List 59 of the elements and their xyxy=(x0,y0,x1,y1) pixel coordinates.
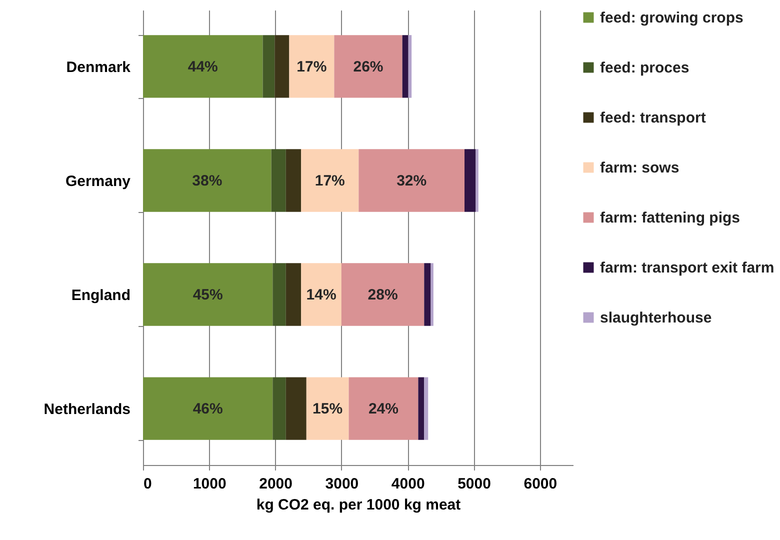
annotation: 32% xyxy=(396,172,427,190)
bar xyxy=(272,377,286,440)
legend-label: feed: growing crops xyxy=(600,10,744,26)
bar xyxy=(306,377,349,440)
annotation: 28% xyxy=(368,286,398,304)
x-tick-label: 2000 xyxy=(259,476,292,492)
bar xyxy=(424,263,431,326)
y-tick-label: Netherlands xyxy=(44,401,130,418)
bar xyxy=(143,263,273,326)
x-tick-label: 0 xyxy=(144,476,152,492)
bar xyxy=(464,149,476,212)
legend-label: farm: fattening pigs xyxy=(600,210,740,226)
bar xyxy=(301,149,359,212)
x-tick-label: 3000 xyxy=(325,476,359,492)
bar xyxy=(272,263,286,326)
bar xyxy=(262,35,275,98)
annotation: 45% xyxy=(192,286,223,304)
legend-label: farm: sows xyxy=(600,160,680,176)
y-tick-label: Germany xyxy=(65,172,132,190)
bar xyxy=(143,35,263,98)
legend-label: slaughterhouse xyxy=(600,310,712,326)
x-axis-title: kg CO2 eq. per 1000 kg meat xyxy=(256,496,461,514)
annotation: 17% xyxy=(296,58,327,76)
bar xyxy=(143,149,272,212)
bar xyxy=(286,377,306,440)
bar xyxy=(476,149,478,212)
legend-label: farm: transport exit farm xyxy=(600,260,774,276)
legend-label: feed: proces xyxy=(600,60,690,76)
x-tick-label: 6000 xyxy=(524,476,558,492)
x-tick-label: 1000 xyxy=(192,476,226,492)
bar xyxy=(424,377,428,440)
legend-label: feed: transport xyxy=(600,110,706,126)
bar xyxy=(274,35,290,98)
annotation: 38% xyxy=(192,172,222,190)
bar xyxy=(143,377,273,440)
bar xyxy=(334,35,402,98)
bar xyxy=(358,149,465,212)
annotation: 17% xyxy=(314,172,345,190)
annotation: 26% xyxy=(353,58,384,76)
bar xyxy=(348,377,418,440)
annotation: 46% xyxy=(192,400,223,418)
bar xyxy=(286,263,302,326)
y-tick-label: Denmark xyxy=(66,58,132,76)
x-tick-label: 5000 xyxy=(458,476,491,492)
bar xyxy=(418,377,424,440)
bar xyxy=(430,263,434,326)
annotation: 14% xyxy=(306,286,336,304)
bar xyxy=(341,263,424,326)
bar xyxy=(271,149,286,212)
bar xyxy=(408,35,412,98)
annotation: 15% xyxy=(312,400,343,418)
annotation: 24% xyxy=(368,400,398,418)
bar xyxy=(301,263,342,326)
bar xyxy=(289,35,334,98)
bar xyxy=(286,149,302,212)
x-tick-label: 4000 xyxy=(391,476,425,492)
annotation: 44% xyxy=(188,58,218,76)
bar xyxy=(402,35,408,98)
y-tick-label: England xyxy=(71,287,130,304)
